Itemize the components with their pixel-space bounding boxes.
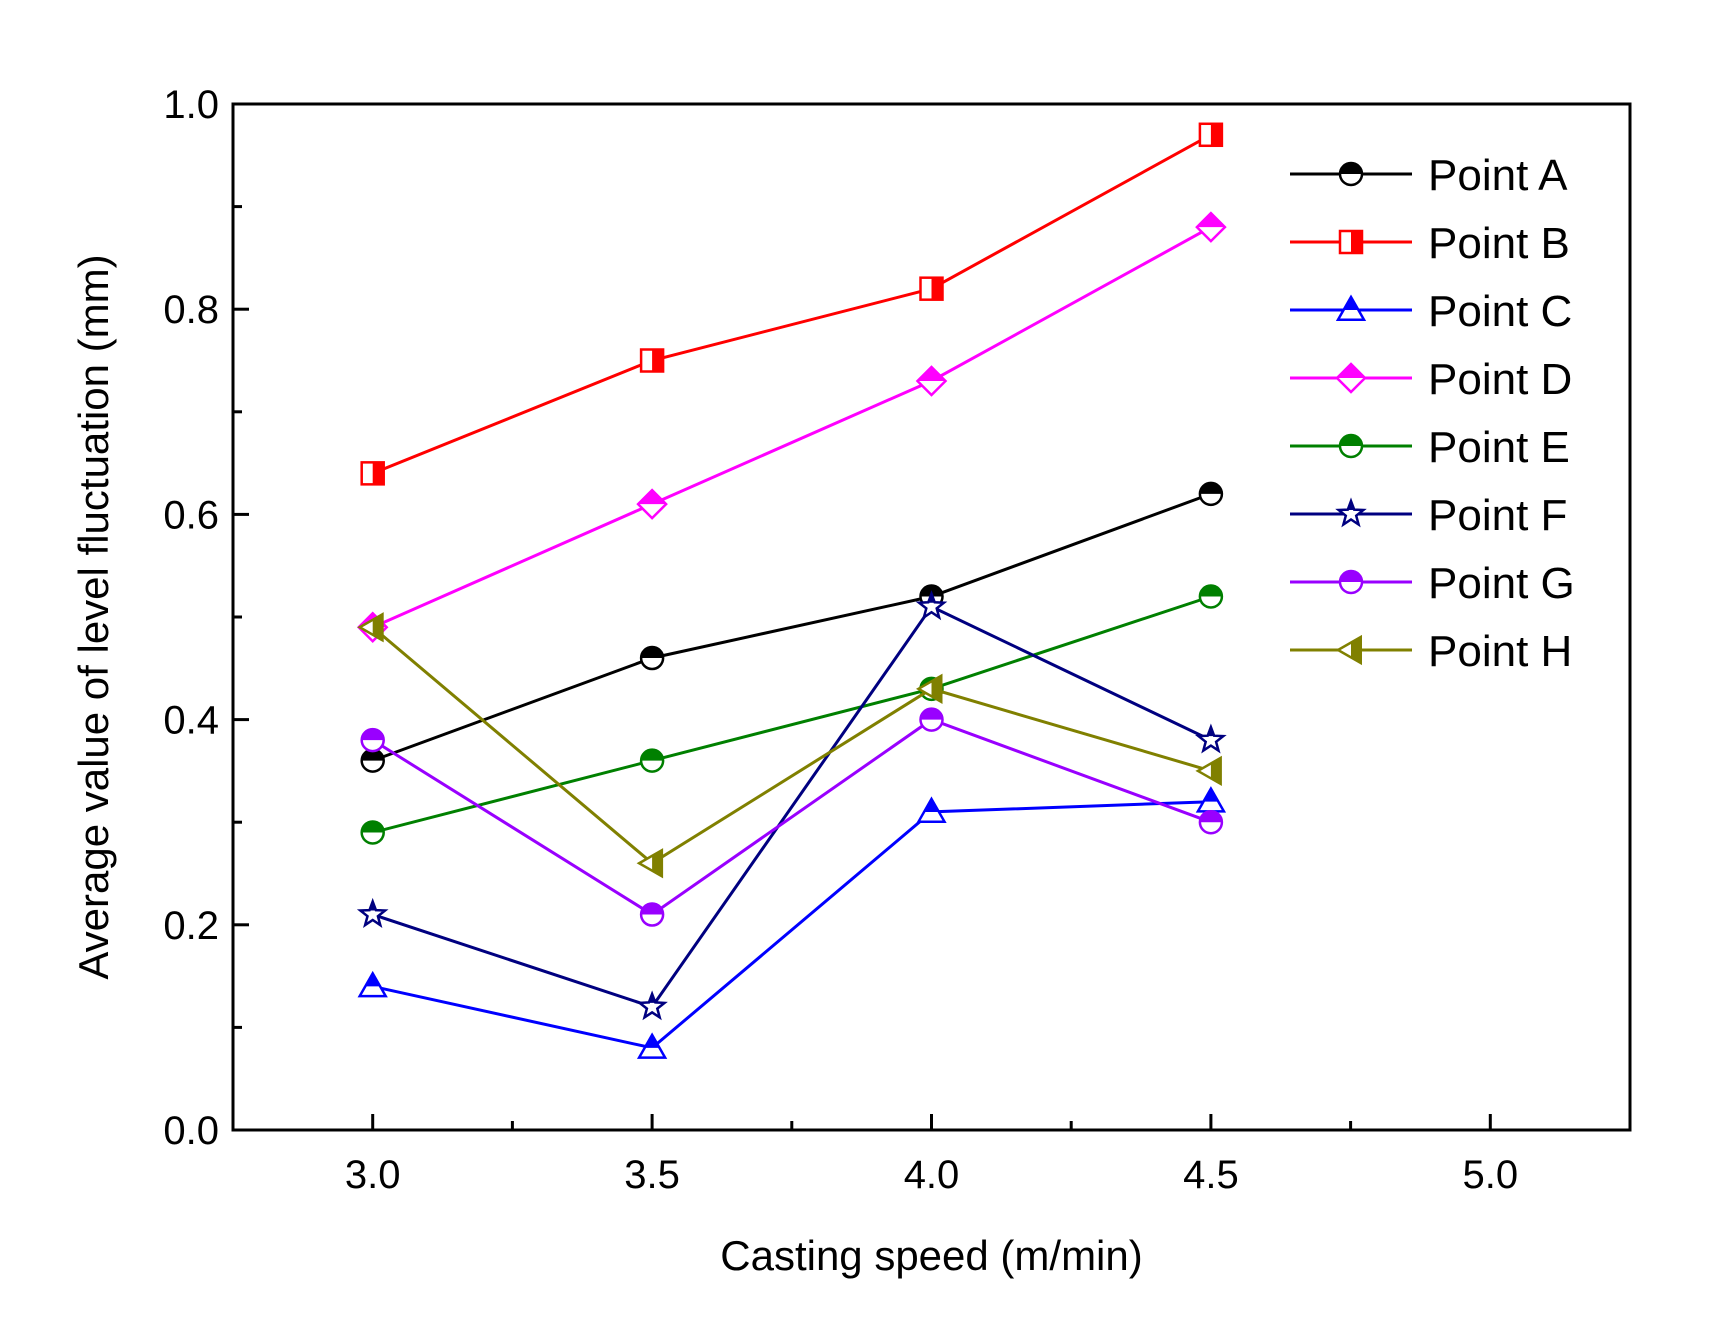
x-tick-label: 5.0 <box>1462 1153 1518 1197</box>
series-point-c <box>357 786 1227 1059</box>
legend-item-point-b: Point B <box>1290 219 1570 268</box>
series-line-point-f <box>372 604 1212 1009</box>
data-point-point-h-fill <box>1210 757 1221 784</box>
legend-marker-fill <box>1340 571 1362 582</box>
series-line-point-d <box>372 225 1212 629</box>
legend-label: Point G <box>1428 559 1575 608</box>
legend-marker-fill <box>1351 231 1362 253</box>
data-point-point-f <box>356 897 389 928</box>
legend-marker <box>1335 497 1367 528</box>
legend-label: Point H <box>1428 627 1572 676</box>
legend-item-point-d: Point D <box>1290 355 1572 404</box>
x-tick-label: 3.5 <box>624 1153 680 1197</box>
series-point-h <box>357 612 1222 879</box>
legend-item-point-h: Point H <box>1290 627 1572 676</box>
x-tick-label: 3.0 <box>345 1153 401 1197</box>
data-point-point-g-fill <box>920 708 943 720</box>
series-line-point-b <box>372 133 1212 475</box>
data-point-point-e-fill <box>641 749 664 761</box>
series-line-point-e <box>372 595 1212 834</box>
legend-label: Point E <box>1428 423 1570 472</box>
series-point-g <box>360 707 1224 927</box>
data-point-point-c-fill <box>924 798 939 812</box>
data-point-point-e-fill <box>361 821 384 833</box>
y-tick-label: 0.6 <box>163 493 219 537</box>
y-tick-label: 0.4 <box>163 699 219 743</box>
data-point-point-a-fill <box>361 749 384 761</box>
legend-item-point-f: Point F <box>1290 491 1567 540</box>
y-tick-label: 0.8 <box>163 288 219 332</box>
data-point-point-f <box>915 590 948 621</box>
legend-item-point-g: Point G <box>1290 559 1575 608</box>
plot-frame <box>231 102 1632 1132</box>
y-axis-title: Average value of level fluctuation (mm) <box>70 254 117 979</box>
legend-marker-fill <box>1343 297 1359 310</box>
legend-marker-fill <box>1340 435 1362 446</box>
series-line-point-c <box>372 800 1211 1050</box>
series-line-point-g <box>371 717 1212 917</box>
data-point-point-f-fill <box>1198 727 1224 737</box>
legend-item-point-e: Point E <box>1290 423 1570 472</box>
data-point-point-g-fill <box>361 729 384 741</box>
data-point-point-b-fill <box>931 277 943 300</box>
data-point-point-f-fill <box>639 993 665 1003</box>
y-tick-label: 0.0 <box>163 1109 219 1153</box>
data-point-point-d-fill <box>917 367 946 382</box>
legend-label: Point F <box>1428 491 1567 540</box>
data-point-point-g-fill <box>641 903 664 915</box>
legend-marker-fill <box>1351 637 1361 663</box>
legend-item-point-c: Point C <box>1290 287 1572 336</box>
data-point-point-b-fill <box>1210 123 1222 146</box>
legend-item-point-a: Point A <box>1290 151 1568 200</box>
data-point-point-h-fill <box>372 614 383 641</box>
data-point-point-f-fill <box>360 901 386 911</box>
data-point-point-d-fill <box>1196 213 1225 228</box>
data-point-point-a-fill <box>641 647 664 659</box>
data-point-point-b-fill <box>372 462 384 485</box>
data-point-point-f-fill <box>919 593 944 603</box>
data-point-point-a-fill <box>1199 482 1222 494</box>
data-point-point-b-fill <box>652 349 664 372</box>
data-point-point-e-fill <box>1199 585 1222 597</box>
legend-marker-fill <box>1340 163 1362 174</box>
legend: Point A Point B Point C Point D Point E Point… <box>1290 151 1575 676</box>
legend-marker-fill <box>1337 364 1365 378</box>
data-point-point-h-fill <box>931 675 942 702</box>
series-point-f <box>356 590 1227 1021</box>
data-point-point-d-fill <box>638 490 667 505</box>
series-line-point-a <box>372 492 1212 763</box>
legend-marker-fill <box>1338 501 1364 510</box>
data-point-point-f <box>636 990 668 1021</box>
x-tick-label: 4.0 <box>904 1153 960 1197</box>
y-tick-label: 0.2 <box>163 904 219 948</box>
series-point-b <box>360 122 1224 486</box>
plot-area <box>356 122 1227 1059</box>
data-point-point-c-fill <box>1203 788 1219 802</box>
data-point-point-c-fill <box>644 1034 660 1048</box>
x-axis-title: Casting speed (m/min) <box>720 1232 1142 1279</box>
x-tick-label: 4.5 <box>1183 1153 1239 1197</box>
axes: 3.0 3.5 4.0 4.5 5.0 0.0 0.2 0.4 0.6 0.8 1.0 <box>163 83 1632 1197</box>
data-point-point-c-fill <box>365 973 381 987</box>
data-point-point-g-fill <box>1199 811 1222 823</box>
data-point-point-h-fill <box>652 850 662 877</box>
y-tick-label: 1.0 <box>163 83 219 127</box>
legend-label: Point A <box>1428 151 1568 200</box>
legend-label: Point D <box>1428 355 1572 404</box>
legend-label: Point B <box>1428 219 1570 268</box>
legend-label: Point C <box>1428 287 1572 336</box>
series-line-point-h <box>371 626 1212 866</box>
